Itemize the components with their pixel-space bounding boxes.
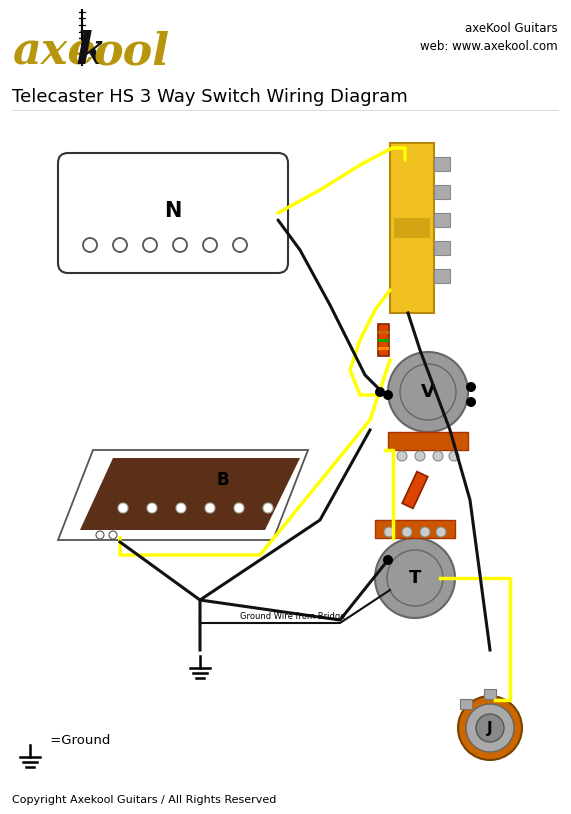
Circle shape [436,527,446,537]
Text: =Ground: =Ground [46,734,110,747]
Circle shape [263,503,273,513]
Circle shape [205,503,215,513]
Circle shape [383,390,393,400]
Bar [394,218,430,238]
Bar [377,339,388,342]
Circle shape [109,531,117,539]
Circle shape [234,503,244,513]
Bar [375,520,455,538]
Text: B: B [216,471,230,489]
Circle shape [402,527,412,537]
Bar [434,269,450,283]
Circle shape [458,696,522,760]
Circle shape [375,387,385,397]
Text: Telecaster HS 3 Way Switch Wiring Diagram: Telecaster HS 3 Way Switch Wiring Diagra… [12,88,408,106]
Bar [434,241,450,255]
Circle shape [433,451,443,461]
Text: Ground Wire from Bridge: Ground Wire from Bridge [240,612,345,621]
Circle shape [118,503,128,513]
Polygon shape [58,450,308,540]
Circle shape [400,364,456,420]
Bar [390,143,434,313]
Circle shape [466,704,514,752]
Text: V: V [421,383,435,401]
Polygon shape [80,458,300,530]
Text: N: N [164,201,182,221]
Polygon shape [402,471,428,509]
Text: web: www.axekool.com: web: www.axekool.com [420,40,558,52]
Circle shape [387,550,443,606]
Circle shape [466,397,476,407]
Circle shape [384,527,394,537]
Circle shape [388,352,468,432]
Circle shape [96,531,104,539]
Bar [388,432,468,450]
Circle shape [415,451,425,461]
Circle shape [176,503,186,513]
Circle shape [375,538,455,618]
Bar [434,185,450,199]
Circle shape [147,503,157,513]
Text: axeKool Guitars: axeKool Guitars [465,21,558,34]
Bar [377,347,388,349]
FancyBboxPatch shape [58,153,288,273]
Circle shape [420,527,430,537]
Circle shape [476,714,504,742]
Circle shape [383,555,393,565]
Bar [434,213,450,227]
Text: k: k [75,30,106,73]
Text: axe: axe [12,30,96,73]
Circle shape [449,451,459,461]
Bar [484,689,496,699]
Text: Copyright Axekool Guitars / All Rights Reserved: Copyright Axekool Guitars / All Rights R… [12,795,276,805]
Bar [377,324,388,356]
Text: J: J [487,720,493,736]
Bar [434,157,450,171]
Circle shape [466,382,476,392]
Text: T: T [409,569,421,587]
Bar [460,699,472,709]
Bar [377,330,388,334]
Text: ool: ool [93,30,169,73]
Circle shape [397,451,407,461]
